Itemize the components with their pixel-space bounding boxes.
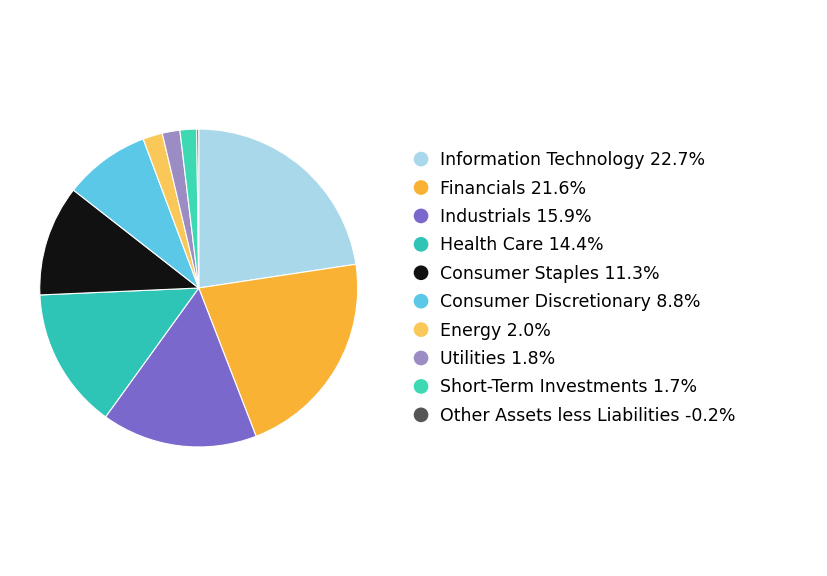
Wedge shape bbox=[40, 288, 198, 417]
Wedge shape bbox=[198, 264, 357, 436]
Wedge shape bbox=[74, 139, 198, 288]
Wedge shape bbox=[162, 130, 198, 288]
Wedge shape bbox=[106, 288, 256, 447]
Wedge shape bbox=[197, 129, 198, 288]
Wedge shape bbox=[179, 129, 198, 288]
Wedge shape bbox=[40, 190, 198, 295]
Wedge shape bbox=[198, 129, 356, 288]
Wedge shape bbox=[143, 133, 198, 288]
Legend: Information Technology 22.7%, Financials 21.6%, Industrials 15.9%, Health Care 1: Information Technology 22.7%, Financials… bbox=[414, 151, 735, 425]
